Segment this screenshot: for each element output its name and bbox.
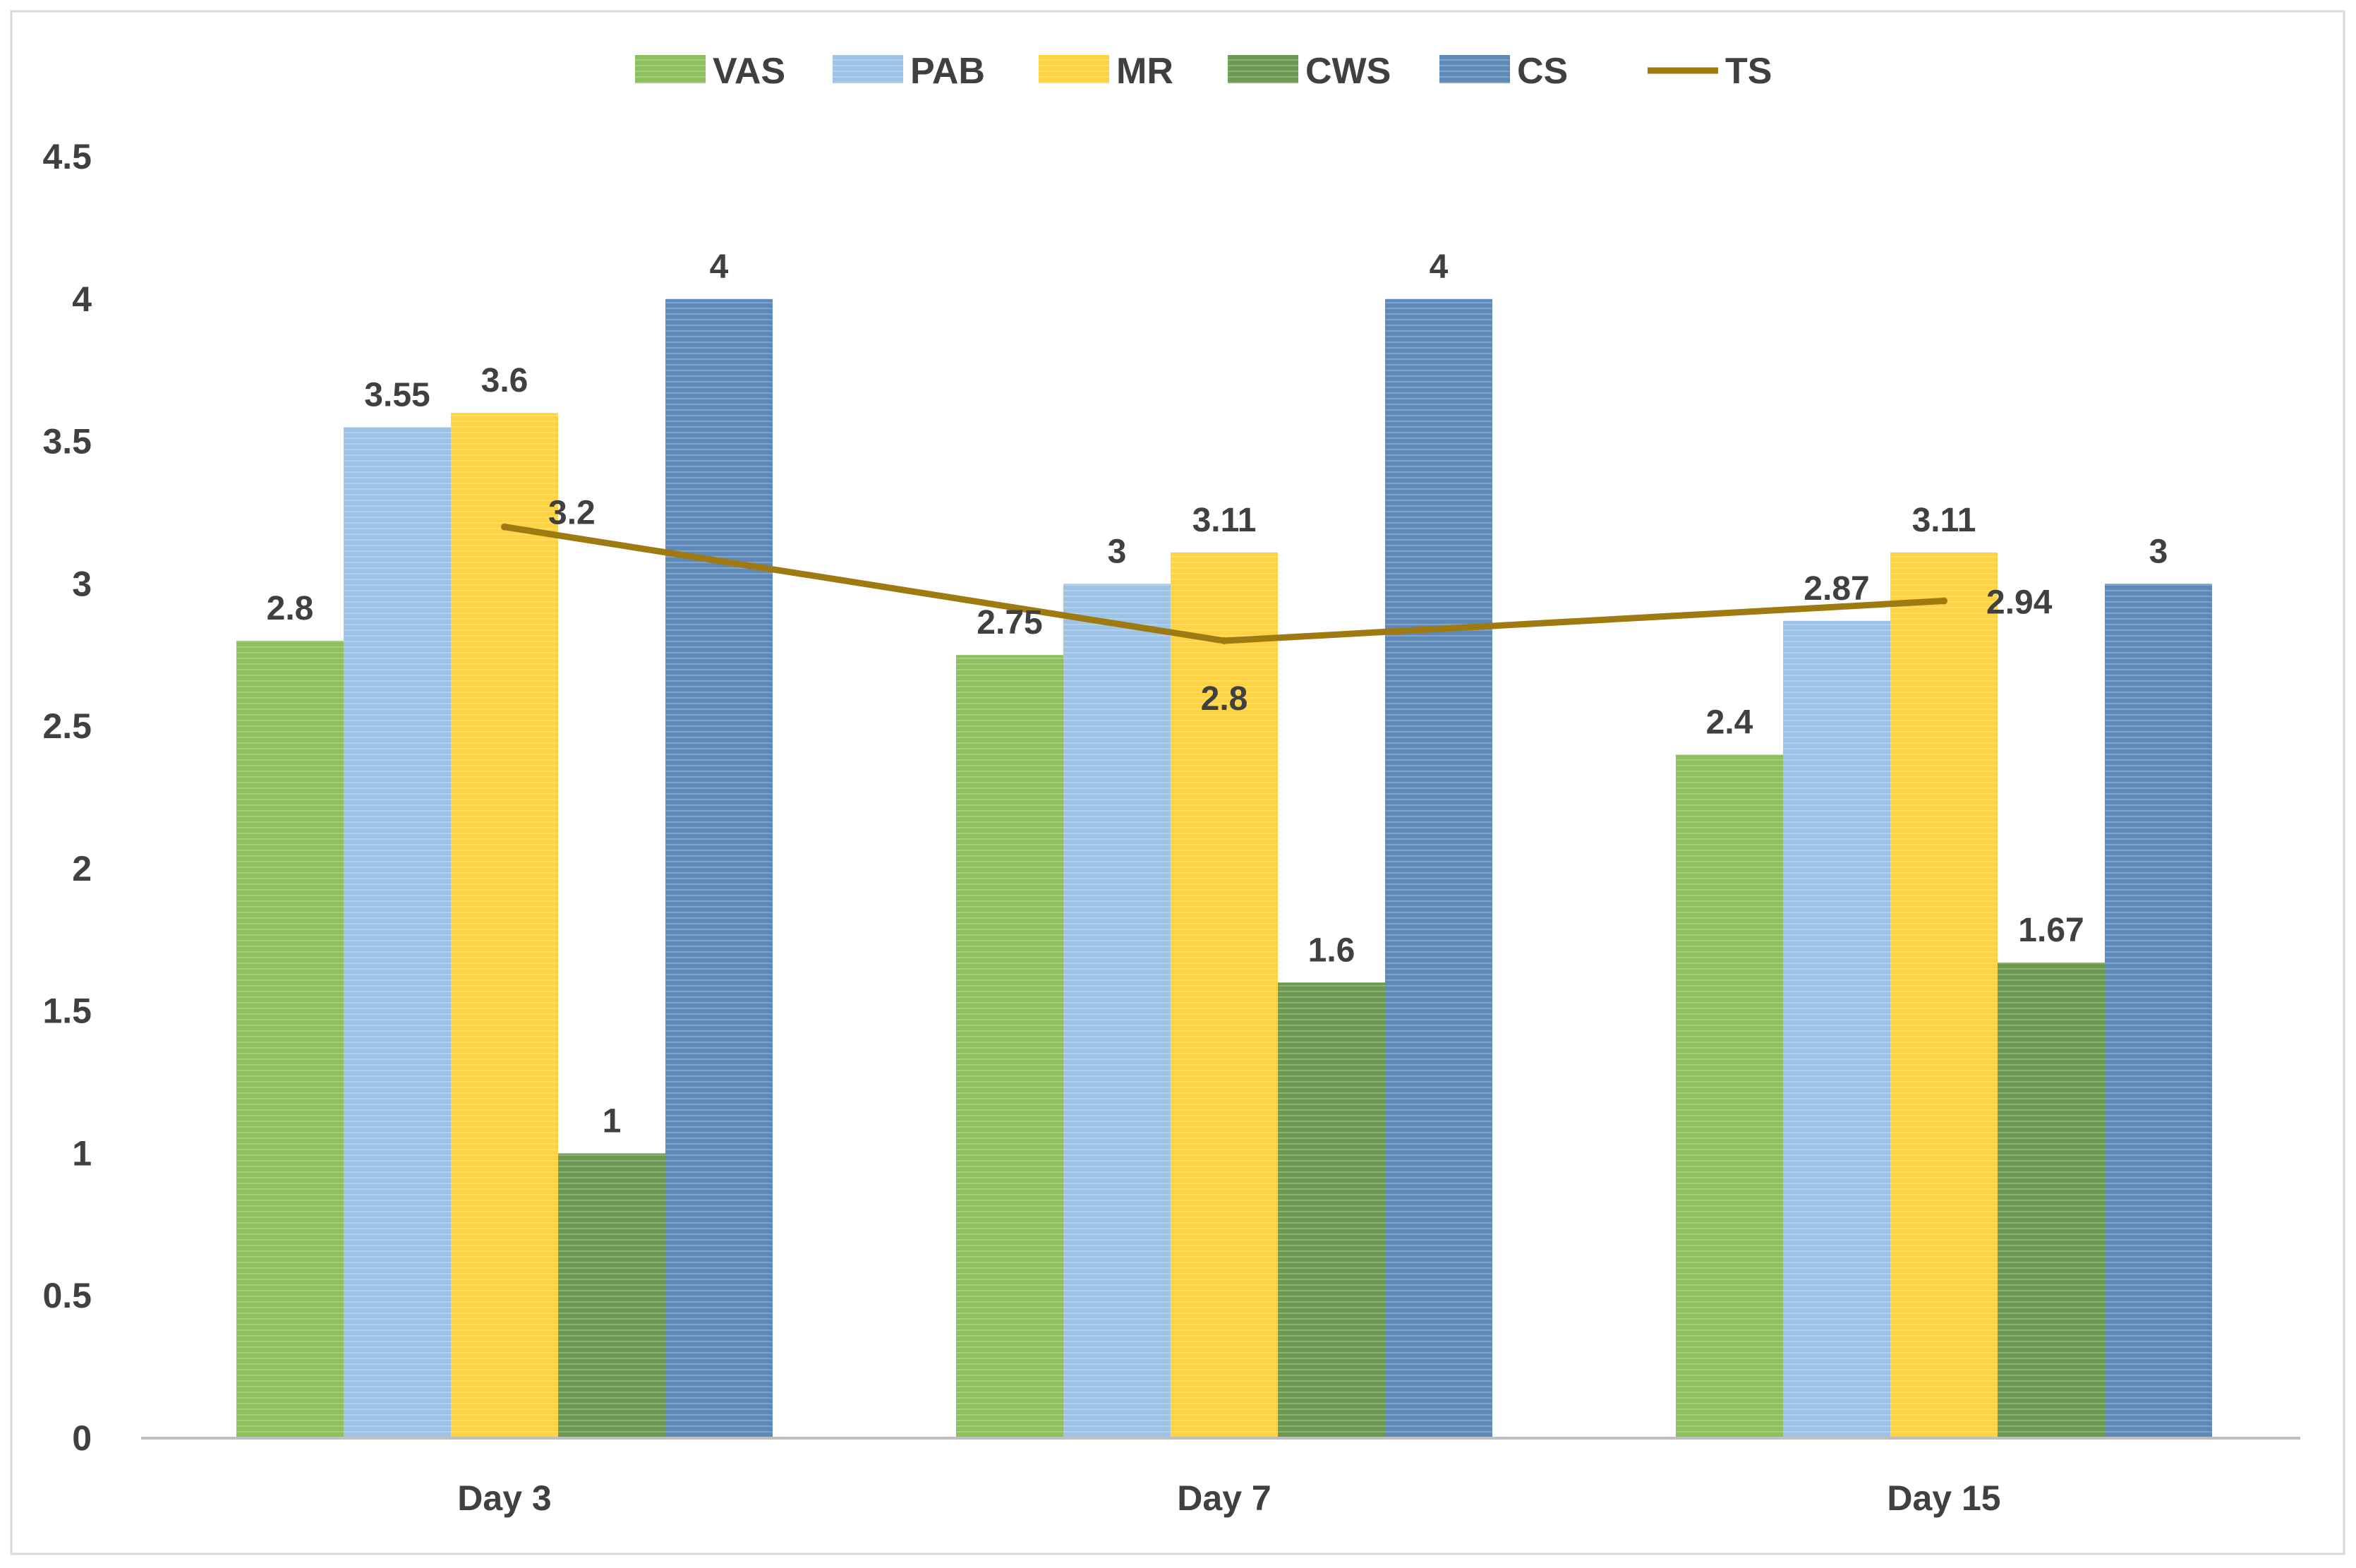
data-label-cs: 4 (710, 248, 729, 286)
data-label-pab: 3.55 (364, 376, 430, 414)
data-label-ts: 2.94 (1986, 584, 2053, 622)
data-label-pab: 2.87 (1804, 570, 1869, 608)
legend-swatch-texture (833, 55, 903, 83)
y-tick-label: 2 (72, 849, 92, 888)
bar-texture (1171, 552, 1278, 1439)
ts-line (501, 523, 1947, 645)
y-axis: 0 0.5 1 1.5 2 2.5 3 3.5 4 4.5 (42, 137, 92, 1458)
bar-texture (2105, 584, 2212, 1439)
legend-swatch-texture (1228, 55, 1298, 83)
line-point-ts (501, 523, 508, 531)
data-label-cws: 1.67 (2018, 912, 2084, 949)
bar-texture (1783, 620, 1890, 1438)
legend-label-pab: PAB (910, 51, 985, 92)
x-category-label: Day 3 (457, 1478, 551, 1518)
y-tick-label: 3.5 (42, 422, 92, 462)
y-tick-label: 4.5 (42, 137, 92, 176)
y-tick-label: 1.5 (42, 991, 92, 1031)
data-label-cs: 3 (2149, 533, 2168, 570)
bar-texture (451, 413, 558, 1439)
bar-texture (956, 655, 1063, 1439)
x-axis: Day 3 Day 7 Day 15 (141, 1437, 2300, 1518)
data-label-mr: 3.11 (1192, 502, 1257, 539)
data-label-vas: 2.75 (977, 604, 1042, 641)
bars (236, 298, 2212, 1439)
bar-texture (1890, 552, 1998, 1439)
legend-label-ts: TS (1725, 51, 1772, 92)
line-point-ts (1221, 637, 1228, 645)
x-category-label: Day 7 (1177, 1478, 1271, 1518)
data-label-mr: 3.6 (481, 362, 528, 399)
y-tick-label: 0.5 (42, 1276, 92, 1315)
data-label-ts: 2.8 (1201, 680, 1248, 718)
y-tick-label: 1 (72, 1133, 92, 1173)
bar-texture (236, 641, 344, 1438)
y-tick-label: 4 (72, 279, 92, 319)
data-label-vas: 2.8 (267, 590, 314, 627)
legend: VAS PAB MR CWS CS TS (635, 51, 1772, 92)
y-tick-label: 0 (72, 1418, 92, 1458)
bar-texture (558, 1153, 665, 1438)
legend-label-mr: MR (1116, 51, 1173, 92)
x-category-label: Day 15 (1887, 1478, 2000, 1518)
bar-texture (1385, 298, 1492, 1438)
bar-texture (1063, 584, 1171, 1439)
line-point-ts (1940, 597, 1947, 605)
data-labels: 2.8 3.55 3.6 1 4 2.75 3 3.11 1.6 4 2.4 2.87 3.11 1.67… (267, 248, 2168, 1140)
data-label-pab: 3 (1108, 533, 1127, 570)
data-label-vas: 2.4 (1706, 704, 1753, 741)
legend-label-vas: VAS (713, 51, 785, 92)
legend-label-cs: CS (1517, 51, 1568, 92)
legend-label-cws: CWS (1305, 51, 1391, 92)
legend-swatch-texture (1039, 55, 1109, 83)
data-label-mr: 3.11 (1912, 502, 1976, 539)
bar-texture (344, 427, 451, 1438)
bar-texture (1676, 754, 1783, 1438)
legend-swatch-texture (635, 55, 706, 83)
y-tick-label: 2.5 (42, 706, 92, 746)
bar-texture (1278, 982, 1385, 1438)
data-label-ts: 3.2 (548, 495, 596, 532)
legend-swatch-texture (1439, 55, 1510, 83)
data-label-cws: 1.6 (1308, 931, 1355, 969)
y-tick-label: 3 (72, 564, 92, 603)
data-label-cws: 1 (603, 1102, 622, 1140)
data-label-cs: 4 (1430, 248, 1449, 286)
bar-texture (665, 298, 773, 1438)
bar-texture (1998, 963, 2105, 1438)
